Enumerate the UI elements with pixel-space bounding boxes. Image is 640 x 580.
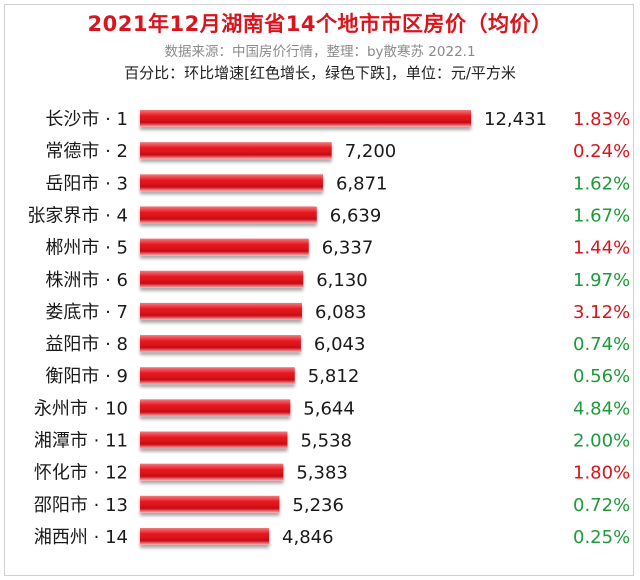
bar	[140, 270, 304, 288]
chart-title: 2021年12月湖南省14个地市市区房价（均价）	[87, 12, 553, 36]
bar	[140, 335, 301, 353]
category-label: 湘潭市 · 11	[34, 431, 128, 452]
bar	[140, 174, 323, 192]
value-label: 5,644	[303, 398, 355, 419]
category-label: 益阳市 · 8	[45, 334, 128, 355]
category-label: 怀化市 · 12	[34, 463, 128, 484]
mom-change-label: 1.62%	[573, 173, 630, 194]
category-label: 永州市 · 10	[34, 398, 128, 419]
value-label: 5,383	[296, 463, 348, 484]
bar	[140, 206, 317, 224]
value-label: 7,200	[345, 141, 397, 162]
chart-subtitle: 数据来源：中国房价行情，整理：by散寒苏 2022.1	[164, 44, 476, 60]
mom-change-label: 0.56%	[573, 366, 630, 387]
category-label: 郴州市 · 5	[45, 238, 128, 259]
value-label: 4,846	[282, 527, 334, 548]
mom-change-label: 0.74%	[573, 334, 630, 355]
bar	[140, 302, 302, 320]
value-label: 6,871	[336, 173, 388, 194]
value-label: 12,431	[484, 109, 547, 130]
category-label: 岳阳市 · 3	[45, 173, 128, 194]
mom-change-label: 1.97%	[573, 270, 630, 291]
bar	[140, 367, 295, 385]
chart-frame	[4, 4, 634, 576]
bar	[140, 142, 332, 160]
value-label: 6,130	[316, 270, 368, 291]
mom-change-label: 1.83%	[573, 109, 630, 130]
value-label: 6,337	[322, 238, 374, 259]
bar	[140, 495, 280, 513]
category-label: 邵阳市 · 13	[34, 495, 128, 516]
category-label: 衡阳市 · 9	[45, 366, 128, 387]
value-label: 5,812	[308, 366, 360, 387]
category-label: 常德市 · 2	[45, 141, 128, 162]
mom-change-label: 1.44%	[573, 238, 630, 259]
category-label: 娄底市 · 7	[45, 302, 128, 323]
bar	[140, 238, 309, 256]
mom-change-label: 2.00%	[573, 431, 630, 452]
category-label: 长沙市 · 1	[45, 109, 128, 130]
bar	[140, 110, 471, 127]
category-label: 张家界市 · 4	[27, 205, 128, 226]
mom-change-label: 0.25%	[573, 527, 630, 548]
value-label: 6,639	[330, 205, 382, 226]
value-label: 5,236	[292, 495, 344, 516]
mom-change-label: 0.72%	[573, 495, 630, 516]
bar	[140, 399, 291, 417]
mom-change-label: 1.67%	[573, 205, 630, 226]
chart-note: 百分比：环比增速[红色增长，绿色下跌]，单位：元/平方米	[124, 64, 516, 82]
bar	[140, 527, 270, 545]
mom-change-label: 3.12%	[573, 302, 630, 323]
value-label: 6,043	[314, 334, 366, 355]
value-label: 6,083	[315, 302, 367, 323]
mom-change-label: 0.24%	[573, 141, 630, 162]
bar	[140, 431, 288, 449]
mom-change-label: 1.80%	[573, 463, 630, 484]
bar	[140, 463, 284, 481]
mom-change-label: 4.84%	[573, 398, 630, 419]
value-label: 5,538	[300, 431, 352, 452]
category-label: 株洲市 · 6	[45, 270, 128, 291]
category-label: 湘西州 · 14	[34, 527, 128, 548]
